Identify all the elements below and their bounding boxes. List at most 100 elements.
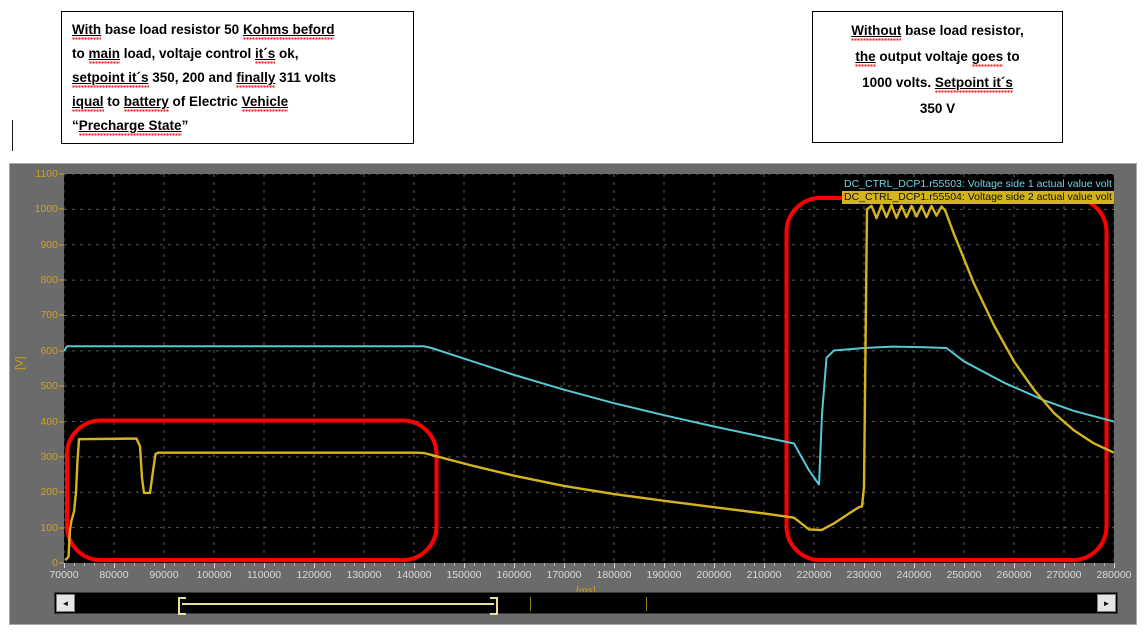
x-minor-tick (974, 563, 975, 566)
x-minor-tick (554, 563, 555, 566)
x-tick-label: 90000 (149, 569, 179, 581)
y-tick-mark (59, 208, 64, 210)
x-tick-label: 200000 (696, 569, 732, 581)
y-tick-mark (59, 562, 64, 564)
x-minor-tick (134, 563, 135, 566)
x-minor-tick (94, 563, 95, 566)
x-minor-tick (274, 563, 275, 566)
y-tick-label: 600 (40, 344, 58, 357)
note-right-line-4: 350 V (919, 101, 956, 116)
x-tick-label: 120000 (296, 569, 332, 581)
x-tick-label: 170000 (546, 569, 582, 581)
x-minor-tick (1024, 563, 1025, 566)
y-tick-mark (59, 456, 64, 458)
x-minor-tick (1034, 563, 1035, 566)
x-minor-tick (844, 563, 845, 566)
note-left-line-2: to main load, voltaje control it´s ok, (72, 46, 299, 61)
x-tick-label: 80000 (99, 569, 129, 581)
range-bracket-left (178, 597, 186, 615)
x-minor-tick (234, 563, 235, 566)
x-minor-tick (954, 563, 955, 566)
x-minor-tick (524, 563, 525, 566)
x-minor-tick (84, 563, 85, 566)
y-tick-label: 800 (40, 274, 58, 287)
x-minor-tick (394, 563, 395, 566)
y-tick-mark (59, 527, 64, 529)
trend-chart-widget[interactable]: [V] 0 100 200 300 400 500 600 700 800 900 1000 1100… (9, 163, 1137, 625)
x-minor-tick (174, 563, 175, 566)
x-minor-tick (1084, 563, 1085, 566)
x-minor-tick (254, 563, 255, 566)
x-tick-mark (464, 563, 465, 568)
annotation-note-right: Without base load resistor, the output v… (812, 11, 1063, 143)
note-right-line-3: 1000 volts. Setpoint it´s (862, 75, 1013, 90)
x-minor-tick (124, 563, 125, 566)
x-tick-label: 230000 (846, 569, 882, 581)
x-minor-tick (834, 563, 835, 566)
x-minor-tick (674, 563, 675, 566)
x-tick-label: 240000 (896, 569, 932, 581)
y-tick-label: 1100 (35, 168, 58, 180)
x-minor-tick (1054, 563, 1055, 566)
x-tick-mark (1014, 563, 1015, 568)
x-minor-tick (894, 563, 895, 566)
note-left-line-4: iqual to battery of Electric Vehicle (72, 94, 289, 109)
x-minor-tick (574, 563, 575, 566)
time-scrollbar[interactable]: ◄ ► (54, 592, 1118, 615)
x-minor-tick (654, 563, 655, 566)
y-tick-mark (59, 385, 64, 387)
x-minor-tick (774, 563, 775, 566)
y-tick-mark (59, 244, 64, 246)
x-minor-tick (374, 563, 375, 566)
plot-canvas[interactable] (64, 174, 1114, 563)
range-bracket-right (490, 597, 498, 615)
x-minor-tick (224, 563, 225, 566)
x-minor-tick (324, 563, 325, 566)
x-tick-label: 150000 (446, 569, 482, 581)
x-minor-tick (344, 563, 345, 566)
x-minor-tick (804, 563, 805, 566)
plot-area[interactable]: DC_CTRL_DCP1.r55503: Voltage side 1 actu… (64, 174, 1114, 563)
scroll-left-arrow-icon[interactable]: ◄ (56, 594, 75, 612)
x-minor-tick (854, 563, 855, 566)
y-tick-mark (59, 279, 64, 281)
x-minor-tick (104, 563, 105, 566)
x-tick-label: 220000 (796, 569, 832, 581)
x-minor-tick (1074, 563, 1075, 566)
x-tick-mark (64, 563, 65, 568)
y-tick-mark (59, 350, 64, 352)
scroll-right-arrow-icon[interactable]: ► (1097, 594, 1116, 612)
y-tick-label: 900 (40, 238, 58, 251)
y-tick-mark (59, 173, 64, 175)
x-minor-tick (494, 563, 495, 566)
note-left-line-3: setpoint it´s 350, 200 and finally 311 v… (72, 70, 337, 85)
y-tick-label: 200 (40, 486, 58, 499)
x-minor-tick (724, 563, 725, 566)
x-tick-mark (514, 563, 515, 568)
y-tick-mark (59, 421, 64, 423)
x-minor-tick (404, 563, 405, 566)
y-axis: [V] 0 100 200 300 400 500 600 700 800 900 1000 1100 (10, 168, 64, 569)
legend-item-side1: DC_CTRL_DCP1.r55503: Voltage side 1 actu… (842, 178, 1114, 191)
x-minor-tick (1044, 563, 1045, 566)
scroll-marker-1 (530, 597, 531, 611)
x-minor-tick (694, 563, 695, 566)
y-tick-label: 100 (40, 521, 58, 534)
x-minor-tick (284, 563, 285, 566)
x-minor-tick (484, 563, 485, 566)
x-tick-label: 130000 (346, 569, 382, 581)
x-tick-label: 140000 (396, 569, 432, 581)
x-minor-tick (934, 563, 935, 566)
x-tick-mark (914, 563, 915, 568)
annotation-note-left: With base load resistor 50 Kohms beford … (61, 11, 414, 144)
x-minor-tick (734, 563, 735, 566)
y-tick-label: 0 (52, 557, 58, 569)
scrollbar-range-thumb[interactable] (178, 597, 498, 615)
x-tick-label: 100000 (196, 569, 232, 581)
x-tick-label: 190000 (646, 569, 682, 581)
x-tick-mark (414, 563, 415, 568)
x-minor-tick (544, 563, 545, 566)
x-tick-mark (1114, 563, 1115, 568)
x-minor-tick (334, 563, 335, 566)
legend: DC_CTRL_DCP1.r55503: Voltage side 1 actu… (842, 178, 1114, 204)
